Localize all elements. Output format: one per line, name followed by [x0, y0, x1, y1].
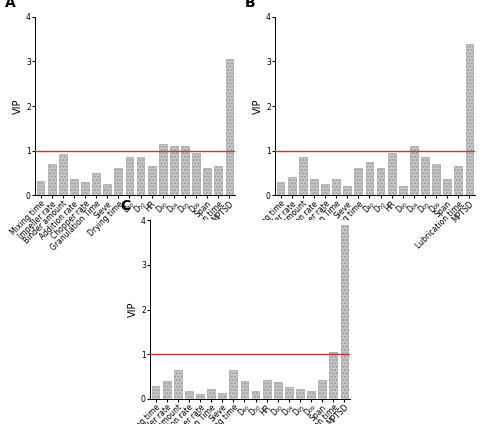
- Bar: [263, 380, 270, 399]
- Bar: [296, 389, 304, 399]
- Bar: [344, 186, 351, 195]
- Bar: [332, 179, 340, 195]
- Bar: [136, 157, 144, 195]
- Bar: [340, 225, 348, 399]
- Text: A: A: [5, 0, 15, 10]
- Bar: [240, 381, 248, 399]
- Bar: [399, 186, 406, 195]
- Bar: [321, 184, 329, 195]
- Bar: [276, 181, 284, 195]
- Bar: [59, 154, 66, 195]
- Bar: [274, 382, 281, 399]
- Bar: [421, 157, 429, 195]
- Bar: [466, 44, 473, 195]
- Bar: [307, 391, 315, 399]
- Bar: [152, 386, 160, 399]
- Bar: [432, 164, 440, 195]
- Bar: [318, 380, 326, 399]
- Bar: [299, 157, 306, 195]
- Bar: [214, 166, 222, 195]
- Bar: [48, 164, 56, 195]
- Bar: [410, 146, 418, 195]
- Bar: [252, 391, 260, 399]
- Bar: [204, 168, 211, 195]
- Bar: [207, 389, 215, 399]
- Bar: [454, 166, 462, 195]
- Y-axis label: VIP: VIP: [13, 98, 23, 114]
- Bar: [196, 394, 204, 399]
- Bar: [285, 388, 293, 399]
- Bar: [163, 381, 170, 399]
- Bar: [126, 157, 134, 195]
- Bar: [114, 168, 122, 195]
- Bar: [148, 166, 156, 195]
- Bar: [310, 179, 318, 195]
- Bar: [159, 144, 166, 195]
- Bar: [226, 59, 234, 195]
- Bar: [104, 184, 111, 195]
- Bar: [354, 168, 362, 195]
- Text: B: B: [245, 0, 256, 10]
- Bar: [185, 391, 193, 399]
- Bar: [230, 370, 237, 399]
- Bar: [218, 393, 226, 399]
- Bar: [192, 153, 200, 195]
- Bar: [36, 181, 44, 195]
- Bar: [288, 177, 296, 195]
- Bar: [330, 352, 337, 399]
- Y-axis label: VIP: VIP: [128, 302, 138, 317]
- Y-axis label: VIP: VIP: [253, 98, 263, 114]
- Bar: [70, 179, 78, 195]
- Bar: [181, 146, 189, 195]
- Bar: [366, 162, 374, 195]
- Text: C: C: [120, 199, 130, 213]
- Bar: [388, 153, 396, 195]
- Bar: [170, 146, 178, 195]
- Bar: [444, 179, 451, 195]
- Bar: [81, 181, 89, 195]
- Bar: [174, 370, 182, 399]
- Bar: [92, 173, 100, 195]
- Bar: [376, 168, 384, 195]
